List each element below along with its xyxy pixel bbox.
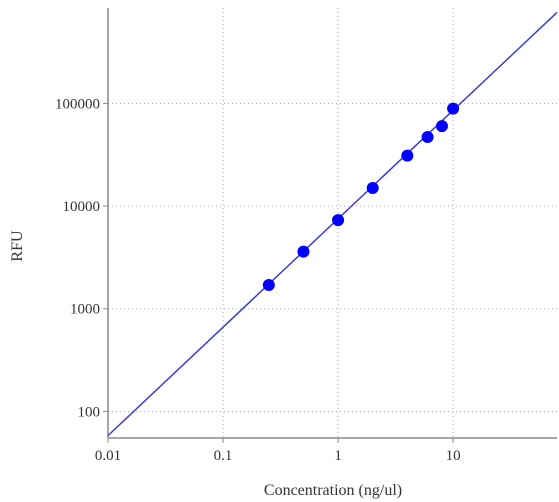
x-tick-labels: 0.01 0.1 1 10 bbox=[95, 448, 461, 464]
x-tick-label: 1 bbox=[334, 448, 342, 464]
grid-lines bbox=[108, 8, 557, 438]
y-tick-label: 1000 bbox=[70, 302, 100, 318]
x-tick-label: 0.01 bbox=[95, 448, 121, 464]
data-point bbox=[366, 181, 379, 194]
data-point bbox=[435, 120, 448, 133]
axes bbox=[103, 8, 557, 443]
x-tick-label: 0.1 bbox=[214, 448, 233, 464]
data-point bbox=[447, 102, 460, 115]
data-point bbox=[421, 131, 434, 144]
data-point bbox=[262, 279, 275, 292]
fit-line-group bbox=[107, 11, 558, 437]
y-tick-label: 100 bbox=[78, 404, 101, 420]
data-point bbox=[332, 214, 345, 227]
y-tick-label: 100000 bbox=[55, 96, 100, 112]
x-tick-label: 10 bbox=[446, 448, 461, 464]
x-axis-title: Concentration (ng/ul) bbox=[264, 482, 402, 499]
data-point bbox=[297, 245, 310, 258]
y-axis-title: RFU bbox=[9, 230, 26, 262]
y-tick-label: 10000 bbox=[63, 199, 101, 215]
data-point bbox=[401, 149, 414, 162]
fit-line bbox=[107, 11, 558, 437]
y-tick-labels: 100 1000 10000 100000 bbox=[55, 96, 100, 420]
data-points bbox=[262, 102, 460, 292]
